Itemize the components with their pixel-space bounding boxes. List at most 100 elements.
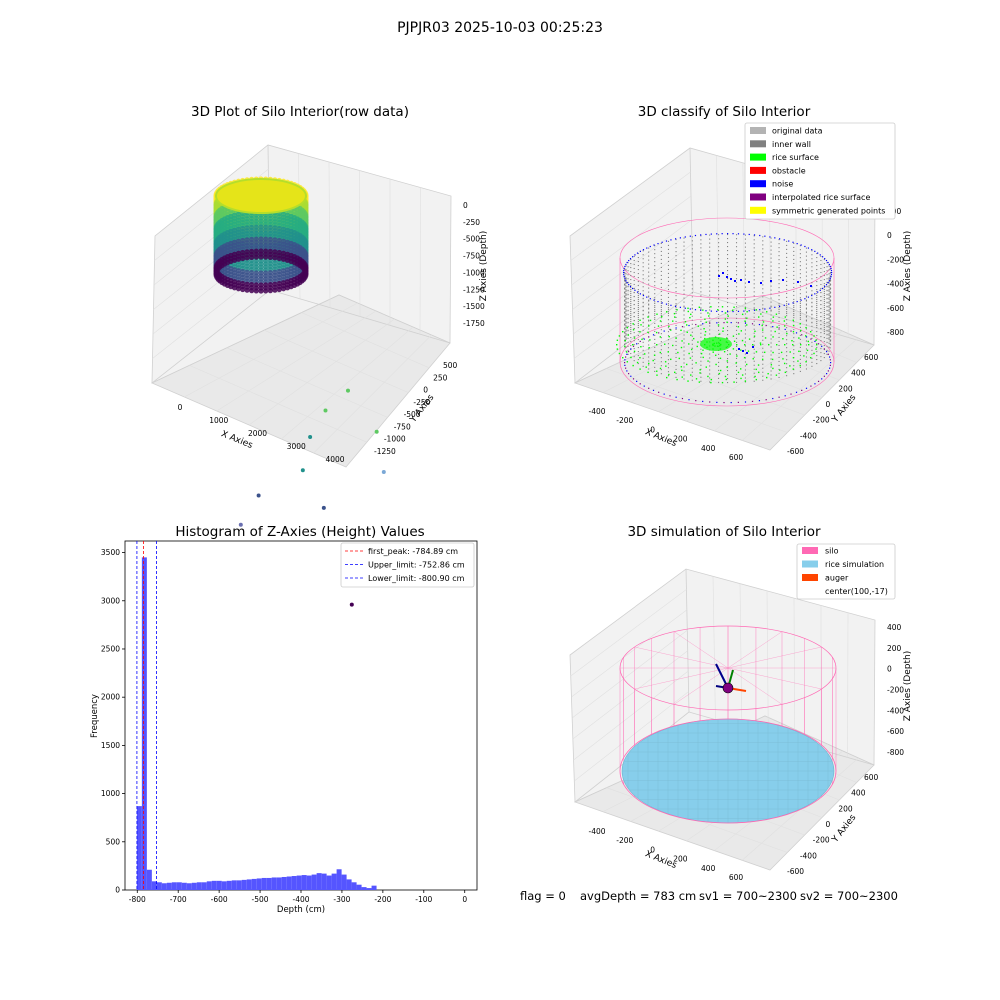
- panel4-z-tick: -600: [887, 727, 904, 736]
- panel3-bar: [226, 880, 232, 890]
- panel4-x-tick: -400: [588, 827, 605, 836]
- panel1-outlier-point: [374, 429, 379, 434]
- panel3-title: Histogram of Z-Axies (Height) Values: [175, 524, 424, 540]
- panel3-bar: [251, 878, 257, 890]
- panel3-x-tick: -800: [129, 895, 146, 904]
- panel4-y-tick: 600: [864, 773, 879, 782]
- figure-title: PJPJR03 2025-10-03 00:25:23: [397, 20, 603, 36]
- panel3-bar: [191, 882, 197, 890]
- panel3-bar: [236, 880, 242, 890]
- panel2-legend-label: rice surface: [772, 153, 819, 162]
- panel1-outlier-point: [349, 602, 354, 607]
- panel1-z-tick: 0: [463, 201, 468, 210]
- panel3-x-ticks: -800 -700 -600 -500 -400 -300 -200 -100 0: [129, 890, 467, 904]
- panel1-outlier-point: [321, 505, 326, 510]
- panel3-legend-label: Upper_limit: -752.86 cm: [368, 561, 465, 570]
- panel2-y-tick: 600: [864, 353, 879, 362]
- panel4-x-tick: 600: [729, 873, 744, 882]
- panel3-bar: [176, 882, 182, 890]
- panel2-x-tick: 400: [701, 444, 716, 453]
- panel4-y-tick: 400: [851, 789, 866, 798]
- panel2-x-tick: -400: [588, 407, 605, 416]
- panel2-x-tick: 200: [673, 435, 688, 444]
- panel3-y-tick: 500: [106, 837, 121, 846]
- footer-flag: flag = 0: [520, 889, 566, 903]
- panel3-bar: [211, 880, 217, 890]
- panel3-legend-label: first_peak: -784.89 cm: [368, 547, 458, 556]
- panel1-wall-cloud: [213, 176, 309, 294]
- panel3-bar: [286, 876, 292, 890]
- panel3-x-tick: -600: [211, 895, 228, 904]
- panel1-z-label: Z Axies (Depth): [479, 231, 489, 302]
- panel1-y-ticks: -1250 -1000 -750 -500 -250 0 250 500: [374, 361, 458, 456]
- panel3-x-tick: -300: [333, 895, 350, 904]
- panel1-outlier-point: [300, 468, 305, 473]
- panel3-bar: [151, 881, 157, 890]
- panel2-legend-label: obstacle: [772, 166, 806, 175]
- footer-status: flag = 0 avgDepth = 783 cm sv1 = 700~230…: [520, 889, 898, 903]
- panel3-bar: [291, 876, 297, 890]
- panel2-legend-label: interpolated rice surface: [772, 193, 870, 202]
- panel1-title: 3D Plot of Silo Interior(row data): [191, 104, 409, 120]
- panel4-legend-swatch: [802, 560, 818, 568]
- panel3-bar: [321, 873, 327, 890]
- panel1-y-tick: -1250: [374, 447, 396, 456]
- panel3-bar: [296, 875, 302, 890]
- panel4-x-ticks: -400 -200 0 200 400 600: [588, 827, 743, 882]
- panel3-bar: [356, 884, 362, 890]
- panel3-bar: [146, 869, 152, 890]
- panel2-x-tick: 600: [729, 453, 744, 462]
- panel4-legend: silo rice simulation auger center(100,-17): [796, 543, 896, 600]
- panel3-bar: [181, 882, 187, 890]
- panel3-bar: [351, 882, 357, 890]
- footer-sv2: sv2 = 700~2300: [800, 889, 898, 903]
- panel1-y-tick: -250: [413, 398, 430, 407]
- panel2-y-tick: -400: [800, 431, 817, 440]
- panel1-outlier-point: [308, 435, 313, 440]
- panel2-y-ticks: -600 -400 -200 0 200 400 600: [787, 353, 879, 456]
- panel3-x-tick: 0: [462, 895, 467, 904]
- panel4-x-tick: 400: [701, 864, 716, 873]
- panel4-z-tick: -400: [887, 706, 904, 715]
- panel2-legend-swatch: [750, 140, 766, 148]
- panel4-z-label: Z Axies (Depth): [903, 651, 913, 722]
- panel3-x-label: Depth (cm): [277, 905, 325, 915]
- panel3-bar: [166, 882, 172, 890]
- panel3-bar: [266, 877, 272, 890]
- panel4-y-tick: 0: [826, 820, 831, 829]
- panel2-legend-swatch: [750, 206, 766, 214]
- panel4-y-tick: -200: [813, 836, 830, 845]
- panel4-legend-swatch: [802, 547, 818, 554]
- panel1-z-tick: -250: [463, 218, 480, 227]
- panel4-silo-wireframe: [619, 625, 837, 824]
- panel2-legend-swatch: [750, 166, 766, 174]
- panel3-y-tick: 3000: [101, 596, 120, 605]
- panel4-y-tick: -400: [800, 851, 817, 860]
- panel2-x-ticks: -400 -200 0 200 400 600: [588, 407, 743, 462]
- panel2-gridlines: [570, 155, 859, 441]
- panel4-title: 3D simulation of Silo Interior: [627, 524, 821, 540]
- panel2-z-tick: -200: [887, 255, 904, 264]
- panel4-legend-label: center(100,-17): [825, 587, 888, 596]
- panel3-bar: [371, 885, 377, 890]
- panel2-z-tick: -800: [887, 328, 904, 337]
- panel3-bar: [136, 806, 142, 890]
- panel2-z-tick: 0: [887, 231, 892, 240]
- panel1-y-tick: 250: [433, 373, 448, 382]
- panel1-z-ticks: 0 -250 -500 -750 -1000 -1250 -1500 -1750: [463, 201, 485, 328]
- panel1-z-tick: -1250: [463, 285, 485, 294]
- panel2-y-tick: -200: [813, 416, 830, 425]
- panel2-legend-label: inner wall: [772, 140, 811, 149]
- panel1-y-tick: -500: [404, 410, 421, 419]
- panel3-y-tick: 1500: [101, 741, 120, 750]
- panel2-x-tick: -200: [616, 416, 633, 425]
- panel3-y-tick: 2000: [101, 693, 120, 702]
- panel2-silo-points: [616, 217, 835, 407]
- panel3-bar: [331, 873, 337, 890]
- panel2-legend-swatch: [750, 127, 766, 134]
- panel3-bar: [271, 877, 277, 890]
- panel1-x-tick: 3000: [287, 442, 306, 451]
- panel3-reference-lines: [136, 541, 157, 890]
- panel4-z-tick: -200: [887, 686, 904, 695]
